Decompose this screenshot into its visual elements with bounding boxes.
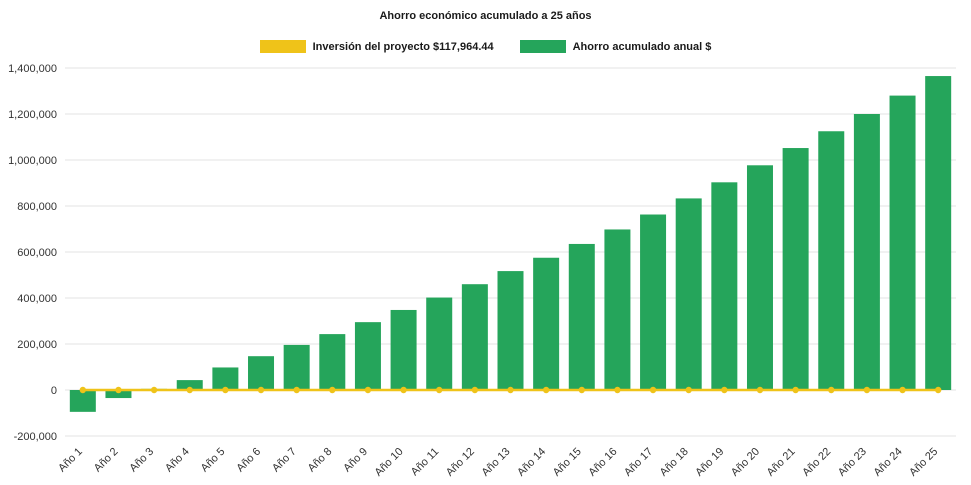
bar-año-22	[818, 131, 845, 390]
bar-año-17	[640, 214, 667, 390]
y-axis-tick-label: 400,000	[17, 293, 57, 305]
x-axis-tick-label: Año 2	[92, 446, 121, 475]
x-axis-tick-label: Año 12	[444, 446, 477, 479]
bar-año-23	[853, 114, 880, 390]
investment-line-marker	[685, 386, 692, 394]
bar-año-25	[925, 76, 952, 391]
x-axis-tick-label: Año 21	[765, 446, 798, 479]
y-axis-tick-label: -200,000	[14, 431, 57, 443]
investment-line-marker	[79, 386, 87, 394]
y-axis-tick-label: 0	[51, 385, 57, 397]
bar-año-24	[889, 95, 916, 390]
investment-line-marker	[257, 386, 265, 394]
x-axis-tick-label: Año 1	[56, 446, 85, 475]
y-axis-tick-label: 600,000	[17, 247, 57, 259]
investment-line-marker	[792, 386, 799, 394]
legend-label-investment: Inversión del proyecto $117,964.44	[312, 40, 494, 53]
investment-line-marker	[934, 386, 942, 394]
bar-año-13	[497, 271, 524, 390]
x-axis-tick-label: Año 11	[409, 446, 442, 479]
chart-title: Ahorro económico acumulado a 25 años	[379, 10, 592, 22]
x-axis-tick-label: Año 6	[234, 446, 263, 475]
bar-año-8	[319, 334, 346, 390]
investment-line-marker	[721, 386, 728, 394]
x-axis-tick-label: Año 16	[586, 446, 619, 479]
x-axis-tick-label: Año 13	[479, 446, 512, 479]
investment-line-marker	[899, 386, 906, 394]
x-axis-tick-label: Año 17	[622, 446, 655, 479]
investment-line-marker	[649, 386, 657, 394]
investment-line-marker	[507, 386, 514, 394]
bar-año-6	[248, 356, 275, 390]
x-axis-tick-label: Año 10	[373, 446, 406, 479]
x-axis-tick-label: Año 20	[729, 446, 762, 479]
investment-line-marker	[542, 386, 550, 394]
x-axis-tick-label: Año 24	[872, 446, 905, 479]
y-axis-tick-label: 800,000	[17, 201, 57, 213]
investment-line-marker	[150, 386, 158, 394]
bar-año-4	[176, 380, 203, 390]
bar-año-9	[354, 322, 381, 390]
bar-año-10	[390, 309, 417, 390]
x-axis-tick-label: Año 9	[341, 446, 370, 475]
y-axis-tick-label: 1,400,000	[8, 63, 57, 75]
bar-año-12	[461, 284, 488, 390]
bar-año-1	[69, 390, 96, 412]
investment-line-marker	[828, 386, 835, 394]
x-axis-tick-label: Año 8	[306, 446, 335, 475]
x-axis-tick-label: Año 5	[199, 446, 228, 475]
x-axis-tick-label: Año 22	[800, 446, 833, 479]
investment-line-marker	[756, 386, 764, 394]
investment-line-marker	[222, 386, 229, 394]
bar-año-15	[568, 243, 595, 390]
legend-label-savings: Ahorro acumulado anual $	[572, 40, 712, 53]
bar-año-5	[212, 367, 239, 390]
bar-año-20	[746, 165, 773, 390]
investment-line-marker	[293, 386, 300, 394]
investment-line-marker	[578, 386, 585, 394]
bar-año-16	[604, 229, 631, 390]
x-axis-tick-label: Año 25	[907, 446, 940, 479]
bar-año-2	[105, 390, 132, 399]
x-axis-tick-label: Año 14	[515, 446, 548, 479]
y-axis-tick-label: 1,000,000	[8, 155, 57, 167]
x-axis-tick-label: Año 18	[658, 446, 691, 479]
x-axis-tick-label: Año 7	[270, 446, 299, 475]
investment-line-marker	[863, 386, 871, 394]
bar-año-19	[711, 182, 738, 390]
bar-año-14	[533, 257, 560, 390]
legend-item-savings: Ahorro acumulado anual $	[519, 40, 712, 53]
investment-line-marker	[186, 386, 193, 394]
y-axis-tick-label: 200,000	[17, 339, 57, 351]
x-axis-tick-label: Año 3	[127, 446, 156, 475]
investment-line-marker	[115, 386, 122, 394]
investment-line-marker	[364, 386, 372, 394]
bar-año-18	[675, 198, 702, 390]
x-axis-tick-label: Año 4	[163, 446, 192, 475]
x-axis-tick-label: Año 23	[836, 446, 869, 479]
investment-line-marker	[436, 386, 443, 394]
legend-swatch-investment	[259, 40, 306, 53]
x-axis-tick-label: Año 15	[551, 446, 584, 479]
investment-line-marker	[471, 386, 479, 394]
investment-line-marker	[329, 386, 336, 394]
investment-line-marker	[400, 386, 407, 394]
chart-legend: Inversión del proyecto $117,964.44 Ahorr…	[0, 40, 971, 53]
x-axis-tick-label: Año 19	[693, 446, 726, 479]
bar-año-21	[782, 148, 809, 390]
bar-año-7	[283, 344, 310, 390]
bar-año-11	[426, 297, 453, 390]
legend-swatch-savings	[519, 40, 566, 53]
y-axis-tick-label: 1,200,000	[8, 109, 57, 121]
legend-item-investment: Inversión del proyecto $117,964.44	[259, 40, 494, 53]
investment-line-marker	[614, 386, 621, 394]
